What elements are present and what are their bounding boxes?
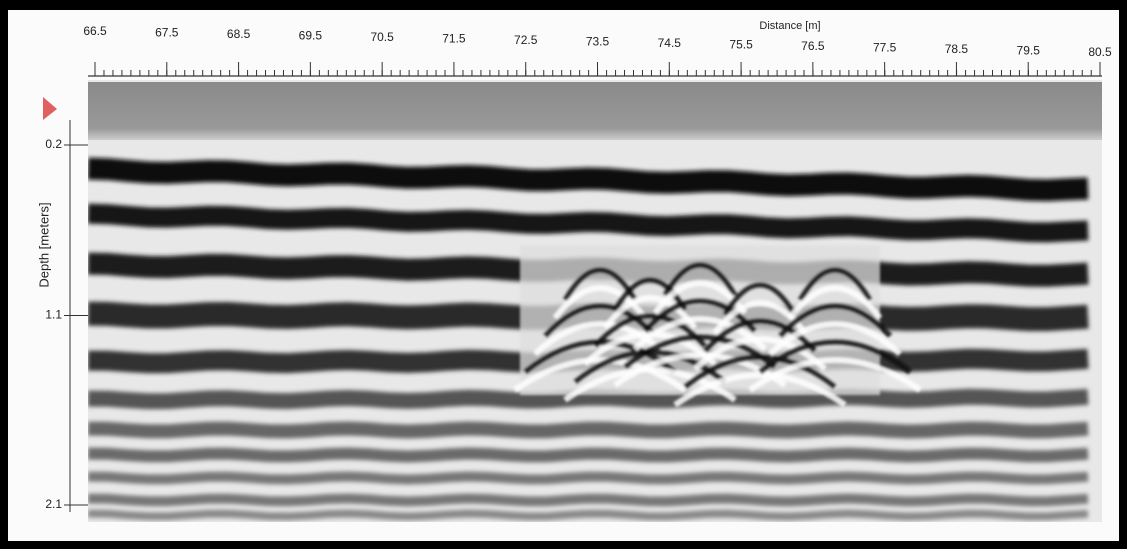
reflection-band bbox=[88, 477, 1088, 480]
x-tick-label: 78.5 bbox=[945, 42, 969, 56]
reflection-band bbox=[88, 397, 1088, 401]
x-tick-label: 80.5 bbox=[1088, 45, 1112, 59]
page: Distance [m] Depth [meters] 66.5 67.5 68.5… bbox=[0, 0, 1127, 549]
reflection-band bbox=[88, 454, 1088, 457]
y-tick-label: 2.1 bbox=[45, 497, 62, 511]
radargram-figure: Distance [m] Depth [meters] 66.5 67.5 68.5… bbox=[0, 0, 1127, 549]
x-tick-label: 76.5 bbox=[801, 39, 825, 53]
x-tick-label: 71.5 bbox=[442, 32, 466, 46]
x-tick-label: 79.5 bbox=[1017, 44, 1041, 58]
x-tick-label: 70.5 bbox=[370, 30, 394, 44]
x-tick-label: 69.5 bbox=[299, 29, 323, 43]
x-tick-label: 66.5 bbox=[83, 24, 107, 38]
y-tick-label: 0.2 bbox=[45, 137, 62, 151]
x-axis-label: Distance [m] bbox=[759, 20, 820, 32]
x-tick-label: 67.5 bbox=[155, 26, 179, 40]
x-tick-label: 75.5 bbox=[729, 38, 753, 52]
reflection-band bbox=[88, 429, 1088, 432]
reflection-band bbox=[88, 514, 1088, 517]
radargram bbox=[88, 80, 1102, 522]
x-tick-label: 72.5 bbox=[514, 33, 538, 47]
x-tick-label: 74.5 bbox=[658, 36, 682, 50]
x-tick-label: 77.5 bbox=[873, 41, 897, 55]
y-tick-label: 1.1 bbox=[45, 308, 62, 322]
x-tick-label: 68.5 bbox=[227, 27, 251, 41]
y-axis-label: Depth [meters] bbox=[36, 202, 51, 287]
reflection-band bbox=[88, 499, 1088, 502]
x-tick-label: 73.5 bbox=[586, 35, 610, 49]
